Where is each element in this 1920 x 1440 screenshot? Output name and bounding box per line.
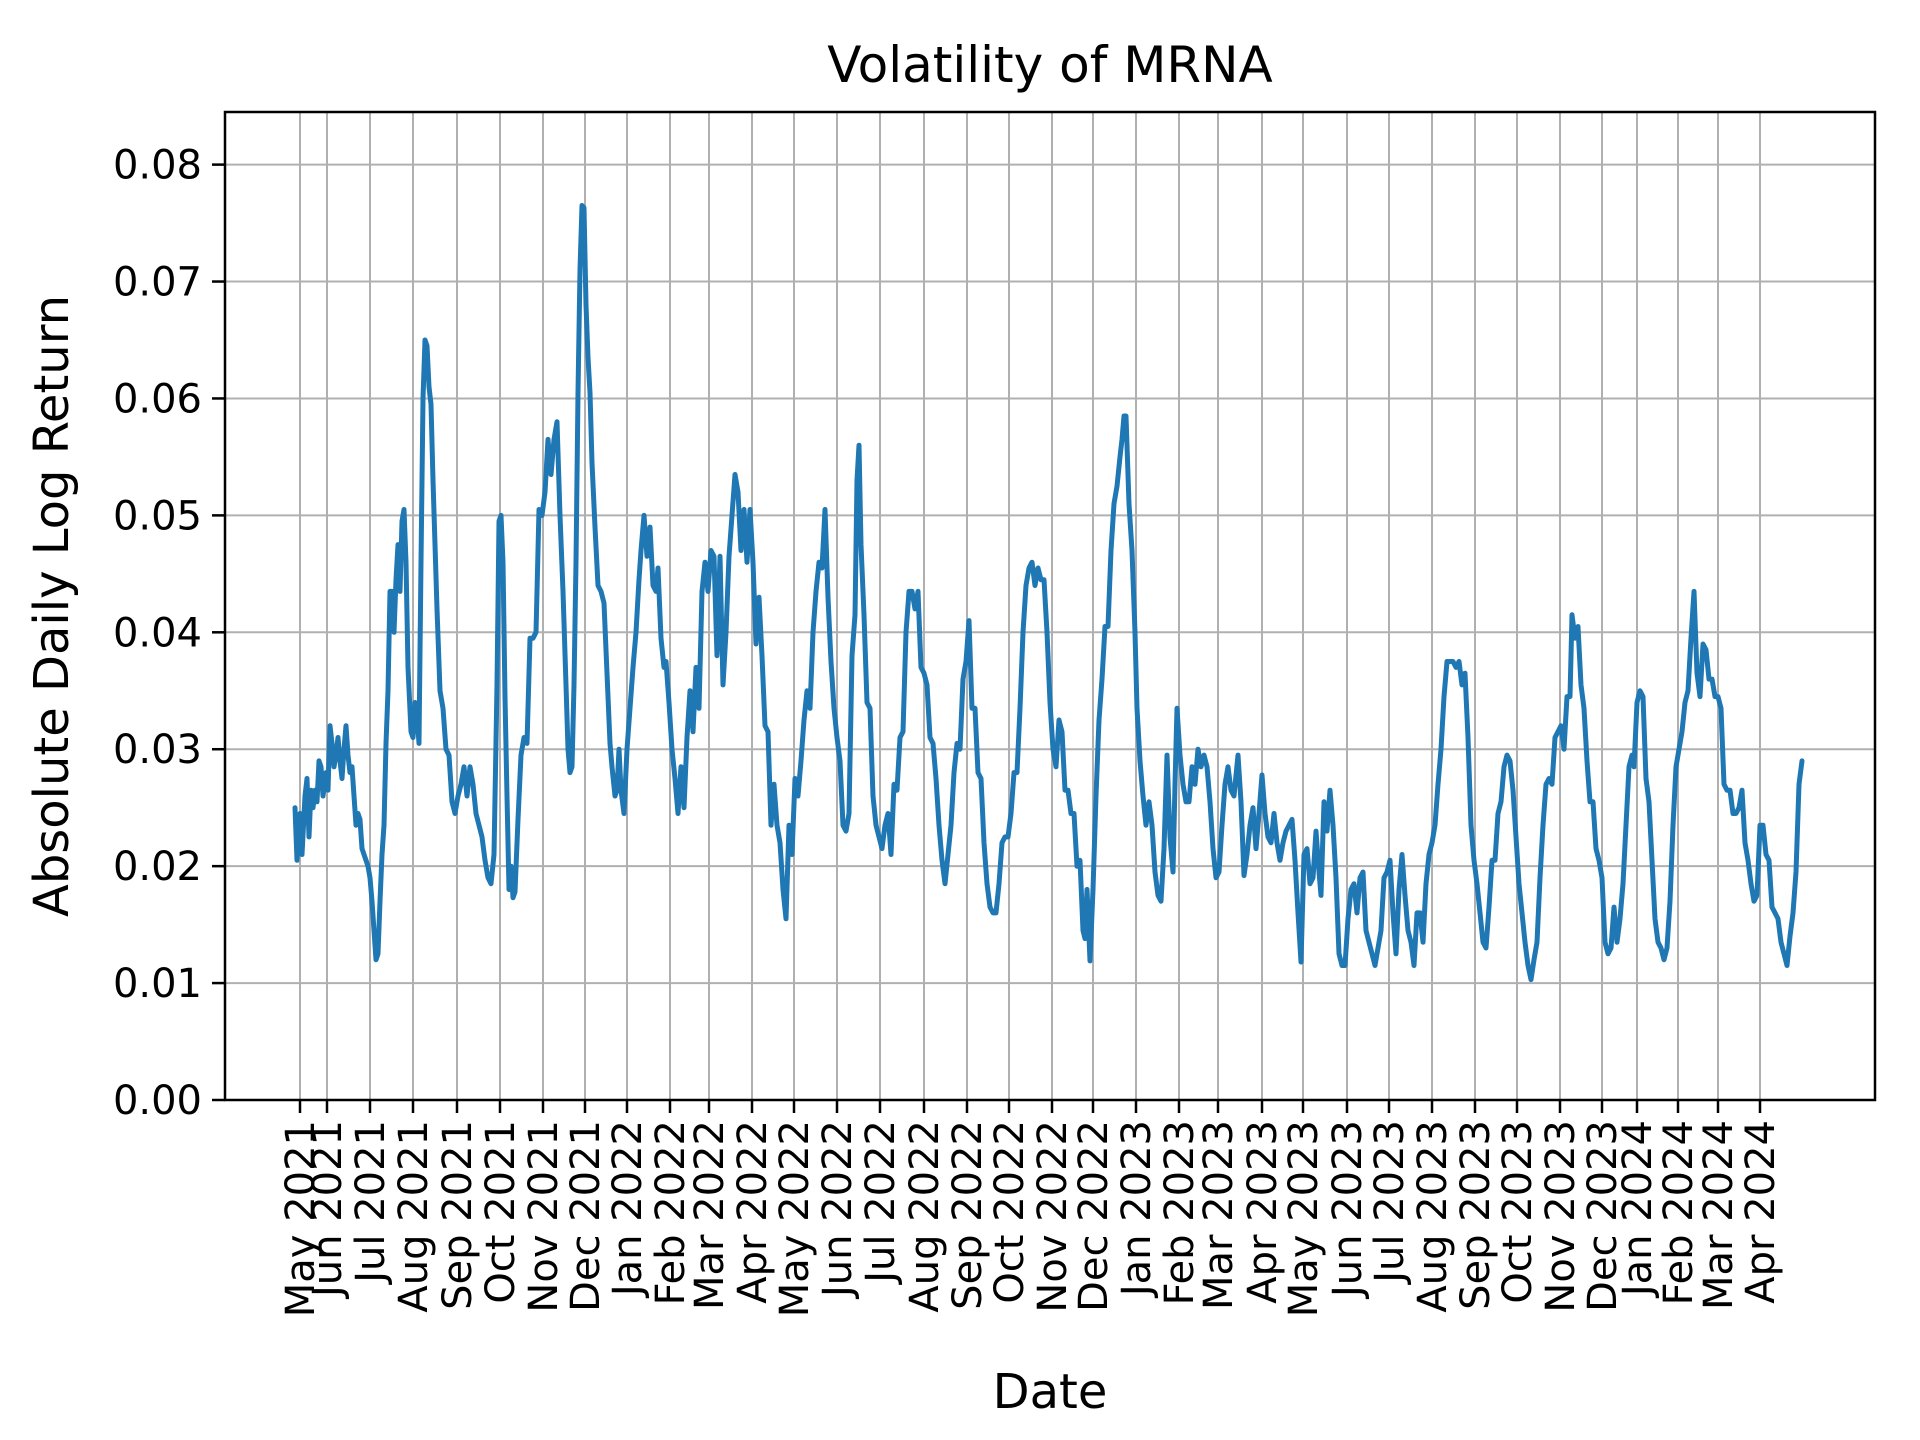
x-tick-label: Aug 2021 [391,1120,437,1313]
x-tick-label: Dec 2022 [1071,1120,1117,1312]
x-tick-label: Sep 2021 [435,1120,481,1310]
x-tick-label: Aug 2023 [1410,1120,1456,1313]
x-tick-label: Jun 2023 [1325,1120,1371,1300]
y-tick-label: 0.01 [113,961,202,1007]
x-tick-label: Nov 2022 [1030,1120,1076,1313]
y-axis-label: Absolute Daily Log Return [24,295,80,917]
x-tick-label: Nov 2023 [1538,1120,1584,1313]
volatility-series-line [292,203,1805,983]
x-tick-label: Apr 2023 [1240,1120,1286,1304]
x-tick-label: Apr 2024 [1738,1120,1784,1304]
x-tick-label: Jan 2023 [1114,1120,1160,1299]
y-tick-label: 0.07 [113,260,202,306]
x-tick-label: Jul 2023 [1367,1120,1413,1286]
plot-border [223,110,1877,1102]
x-tick-label: May 2021 [278,1120,324,1317]
x-tick-label: Mar 2024 [1696,1120,1742,1310]
x-tick-label: Apr 2022 [730,1120,776,1304]
x-tick-label: Jan 2022 [605,1120,651,1299]
x-axis-label: Date [993,1364,1108,1420]
tick-layer [212,163,1762,1113]
x-tick-label: Jun 2021 [305,1120,351,1300]
x-tick-label: Oct 2021 [478,1120,524,1304]
x-tick-label: Jul 2021 [348,1120,394,1286]
x-tick-label: Nov 2021 [521,1120,567,1313]
x-tick-label: Feb 2022 [648,1120,694,1305]
x-tick-label: Jul 2022 [858,1120,904,1286]
y-tick-label: 0.06 [113,376,202,422]
y-tick-label: 0.05 [113,493,202,539]
tick-label-layer: 0.00 0.01 0.02 0.03 0.04 0.05 0.06 0.07 0.08 May … [113,143,1784,1318]
y-tick-label: 0.03 [113,727,202,773]
x-tick-label: Sep 2023 [1453,1120,1499,1310]
x-tick-label: Mar 2023 [1196,1120,1242,1310]
x-tick-label: Jan 2024 [1615,1120,1661,1299]
x-tick-label: Sep 2022 [945,1120,991,1310]
y-tick-label: 0.08 [113,143,202,189]
x-tick-label: Aug 2022 [902,1120,948,1313]
x-tick-label: Oct 2022 [987,1120,1033,1304]
x-tick-label: May 2023 [1281,1120,1327,1317]
x-tick-label: Mar 2022 [687,1120,733,1310]
y-tick-label: 0.04 [113,610,202,656]
series-layer [292,203,1805,983]
x-tick-label: Feb 2024 [1656,1120,1702,1305]
x-tick-label: Dec 2023 [1580,1120,1626,1312]
y-tick-label: 0.02 [113,844,202,890]
x-tick-label: Jun 2022 [815,1120,861,1300]
x-tick-label: Feb 2023 [1157,1120,1203,1305]
y-tick-label: 0.00 [113,1078,202,1124]
x-tick-label: May 2022 [772,1120,818,1317]
x-tick-label: Oct 2023 [1495,1120,1541,1304]
x-tick-label: Dec 2021 [563,1120,609,1312]
chart-title: Volatility of MRNA [827,36,1272,94]
